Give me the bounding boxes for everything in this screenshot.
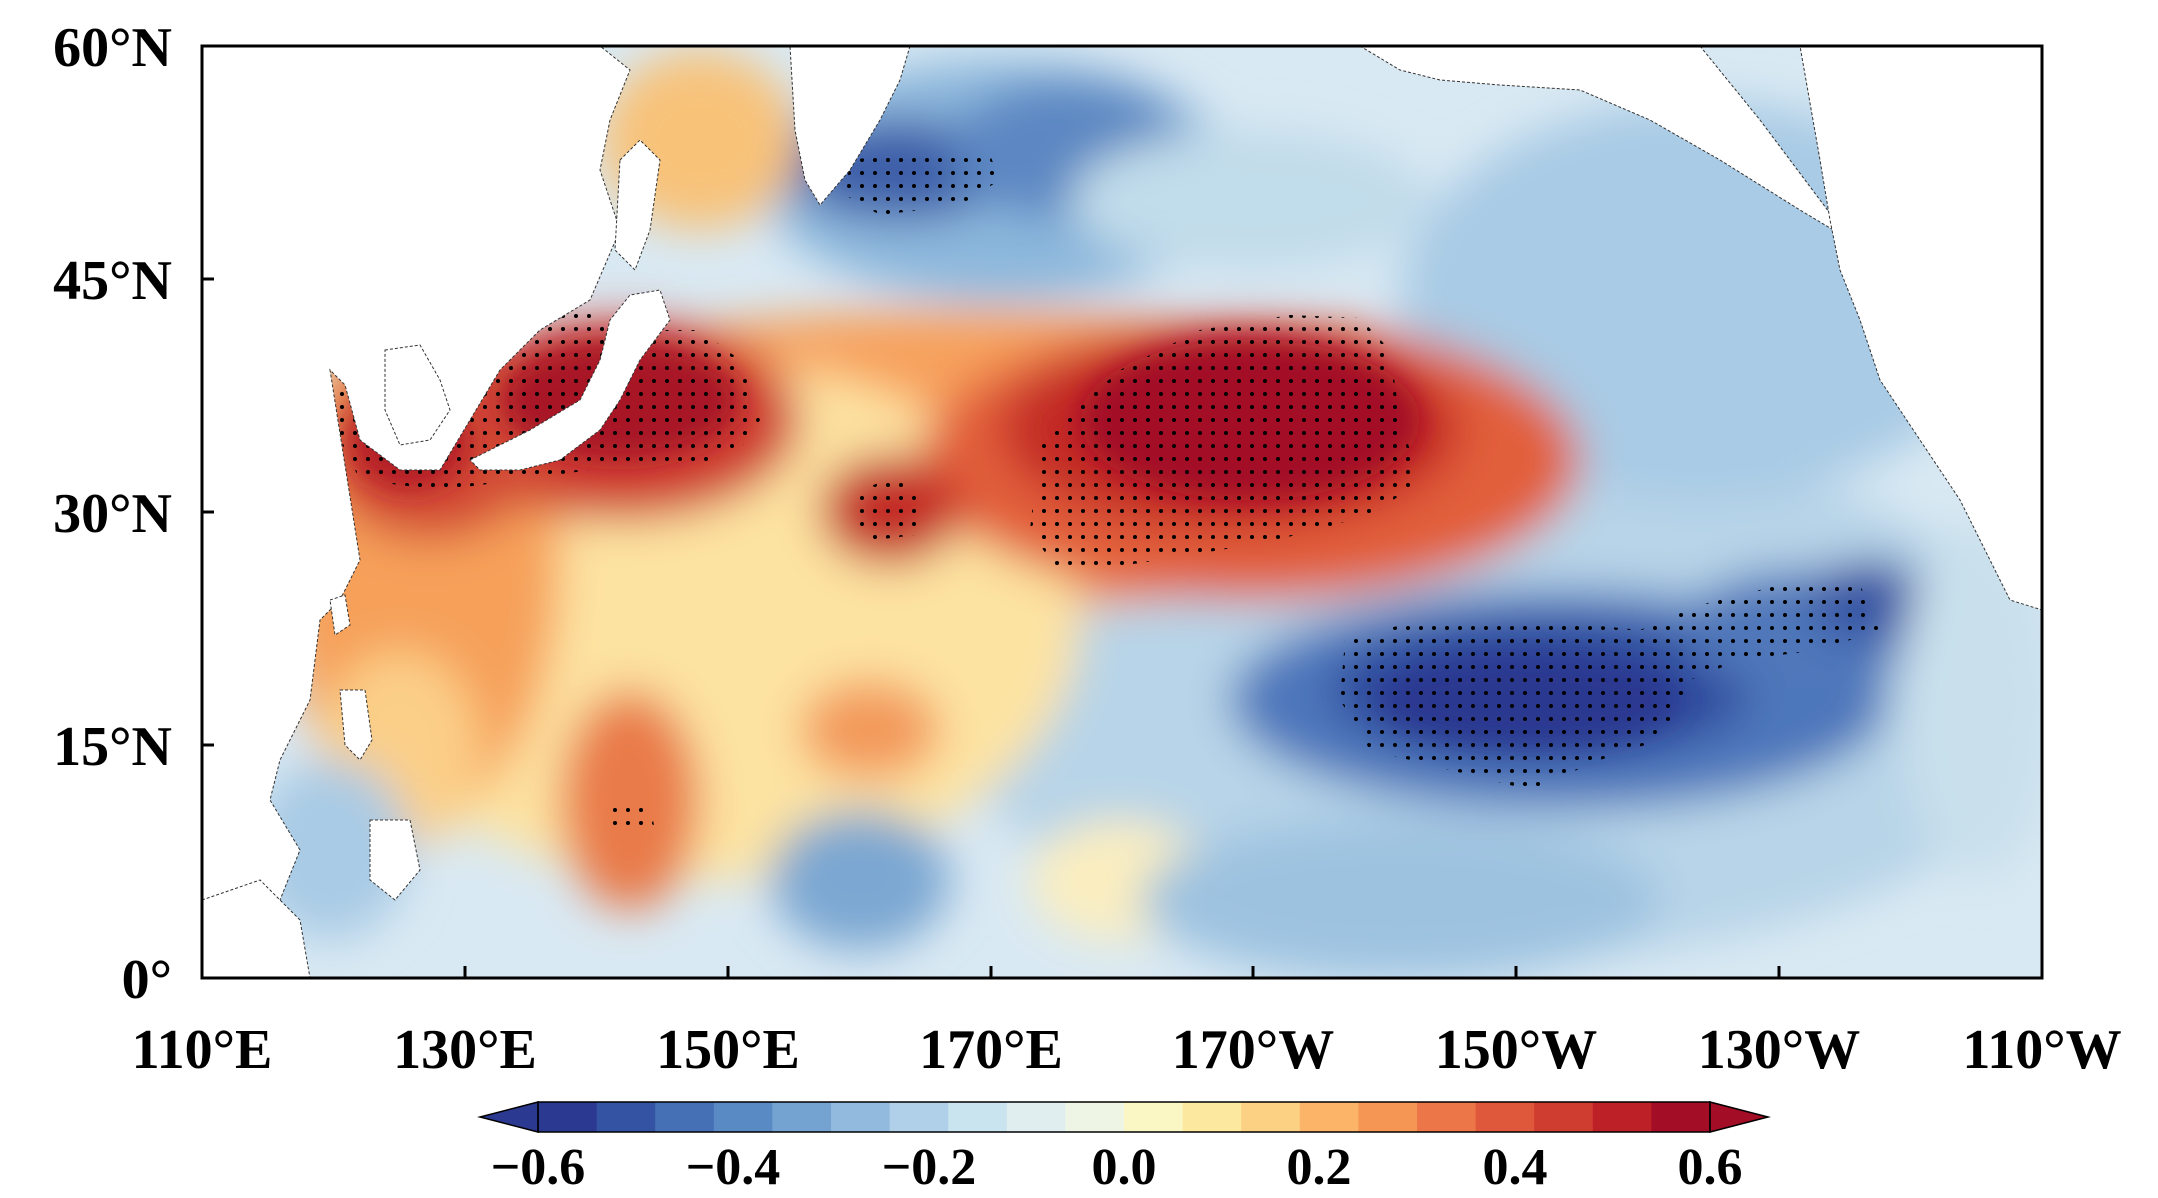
colorbar-tick-label: 0.0 <box>1092 1139 1157 1196</box>
colorbar-cell <box>889 1102 949 1132</box>
axis-ticks <box>202 277 1781 978</box>
anomaly-field <box>202 46 2042 978</box>
colorbar-cell <box>1241 1102 1301 1132</box>
stipple-region-30n-patch <box>855 475 925 540</box>
lon-tick-label: 150°E <box>656 1019 800 1081</box>
colorbar-cell <box>1651 1102 1711 1132</box>
colorbar-cell <box>1358 1102 1418 1132</box>
lat-tick-label: 60°N <box>53 17 172 79</box>
colorbar-cell <box>1065 1102 1125 1132</box>
colorbar-cell <box>1417 1102 1477 1132</box>
colorbar-cell <box>1592 1102 1652 1132</box>
colorbar-cell <box>1006 1102 1066 1132</box>
colorbar-tick-label: 0.4 <box>1483 1139 1548 1196</box>
lat-tick-labels: 0° 15°N 30°N 45°N 60°N <box>53 17 172 1011</box>
land-korea <box>384 344 451 446</box>
stipple-region-east-negative <box>1340 585 1880 790</box>
lat-tick-label: 45°N <box>53 250 172 312</box>
lat-tick-label: 15°N <box>53 716 172 778</box>
lat-tick-label: 0° <box>122 949 172 1011</box>
stipple-region-central <box>1030 315 1420 575</box>
lon-tick-label: 170°W <box>1172 1019 1334 1081</box>
colorbar-cell <box>713 1102 773 1132</box>
colorbar-cell <box>1124 1102 1184 1132</box>
lon-tick-labels: 110°E 130°E 150°E 170°E 170°W 150°W 130°… <box>132 1019 2122 1081</box>
colorbar-tick-label: −0.4 <box>686 1139 781 1196</box>
colorbar-outline <box>537 1101 1711 1133</box>
land-borneo <box>202 879 311 978</box>
land-asia <box>202 46 631 978</box>
colorbar: −0.6 −0.4 −0.2 0.0 0.2 0.4 0.6 <box>477 1101 1771 1196</box>
colorbar-cell <box>655 1102 715 1132</box>
land-north-america <box>1799 46 2042 611</box>
colorbar-cell <box>596 1102 656 1132</box>
colorbar-cell <box>772 1102 832 1132</box>
stipple-region-tropics <box>608 806 655 832</box>
land-philippines <box>339 689 421 901</box>
colorbar-cells <box>538 1102 1711 1132</box>
stipple-region-okhotsk <box>845 150 1000 215</box>
land-sakhalin <box>614 139 661 271</box>
land-kamchatka <box>789 46 911 206</box>
colorbar-tick-label: −0.6 <box>491 1139 586 1196</box>
colorbar-max-extend-arrow <box>1709 1101 1771 1133</box>
lon-tick-label: 130°E <box>393 1019 537 1081</box>
colorbar-tick-label: 0.2 <box>1287 1139 1352 1196</box>
lon-tick-label: 150°W <box>1435 1019 1597 1081</box>
lon-tick-label: 130°W <box>1698 1019 1860 1081</box>
colorbar-tick-label: 0.6 <box>1678 1139 1743 1196</box>
colorbar-tick-labels: −0.6 −0.4 −0.2 0.0 0.2 0.4 0.6 <box>491 1139 1743 1196</box>
lon-tick-label: 110°W <box>1962 1019 2121 1081</box>
lon-tick-label: 110°E <box>132 1019 273 1081</box>
land-alaska <box>1359 46 1851 241</box>
land-japan <box>469 289 671 471</box>
colorbar-cell <box>948 1102 1008 1132</box>
colorbar-cell <box>1299 1102 1359 1132</box>
colorbar-tick-label: −0.2 <box>882 1139 977 1196</box>
colorbar-cell <box>1534 1102 1594 1132</box>
colorbar-cell <box>538 1102 598 1132</box>
land-masses <box>202 46 2042 978</box>
colorbar-cell <box>1475 1102 1535 1132</box>
lat-tick-label: 30°N <box>53 483 172 545</box>
land-taiwan <box>329 594 351 636</box>
colorbar-min-extend-arrow <box>477 1101 539 1133</box>
colorbar-cell <box>1182 1102 1242 1132</box>
colorbar-cell <box>831 1102 891 1132</box>
lon-tick-label: 170°E <box>919 1019 1063 1081</box>
